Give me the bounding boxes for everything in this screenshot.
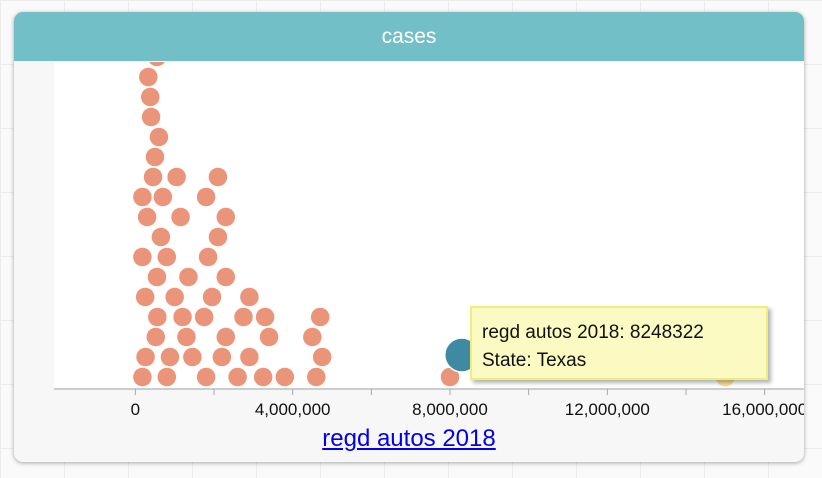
data-point[interactable] <box>202 287 222 307</box>
data-point[interactable] <box>132 367 153 387</box>
x-axis-label-link[interactable]: regd autos 2018 <box>322 425 496 452</box>
data-point[interactable] <box>253 367 273 387</box>
data-point[interactable] <box>182 347 203 367</box>
data-point[interactable] <box>216 327 236 347</box>
data-point[interactable] <box>306 367 327 387</box>
data-point[interactable] <box>172 307 193 327</box>
data-point[interactable] <box>227 367 248 387</box>
data-point[interactable] <box>160 347 180 367</box>
data-point[interactable] <box>194 307 214 327</box>
data-point[interactable] <box>178 267 199 287</box>
data-point[interactable] <box>302 327 323 347</box>
data-point[interactable] <box>147 62 166 67</box>
data-point[interactable] <box>239 287 260 307</box>
data-point[interactable] <box>208 227 228 247</box>
case-card: cases 0 4,000,000 8,000,000 12,000,000 16,00… <box>14 12 804 462</box>
data-point[interactable] <box>170 207 191 227</box>
data-point[interactable] <box>196 367 216 387</box>
data-point[interactable] <box>198 247 218 267</box>
data-point[interactable] <box>233 307 254 327</box>
x-tick-label: 12,000,000 <box>565 400 650 419</box>
data-point[interactable] <box>255 307 275 327</box>
data-tooltip: regd autos 2018: 8248322 State: Texas <box>470 306 768 380</box>
tooltip-value: regd autos 2018: 8248322 <box>482 322 704 343</box>
data-point[interactable] <box>166 167 187 187</box>
data-point[interactable] <box>216 267 236 287</box>
data-point[interactable] <box>146 327 166 347</box>
data-point[interactable] <box>135 287 155 307</box>
card-title: cases <box>14 12 804 61</box>
data-point[interactable] <box>141 107 161 127</box>
x-tick-label: 4,000,000 <box>255 400 331 419</box>
data-point[interactable] <box>259 327 279 347</box>
data-point[interactable] <box>149 127 169 147</box>
data-point[interactable] <box>164 287 185 307</box>
data-point[interactable] <box>275 367 295 387</box>
data-point[interactable] <box>143 167 163 187</box>
data-point[interactable] <box>157 367 177 387</box>
data-point[interactable] <box>310 307 330 327</box>
data-point[interactable] <box>132 247 153 267</box>
data-point[interactable] <box>135 347 156 367</box>
data-point[interactable] <box>137 207 157 227</box>
data-point[interactable] <box>157 247 177 267</box>
data-point[interactable] <box>239 347 260 367</box>
x-tick-label: 16,000,000 <box>722 400 804 419</box>
data-point[interactable] <box>212 347 232 367</box>
data-point[interactable] <box>216 207 236 227</box>
x-tick-label: 8,000,000 <box>412 400 488 419</box>
data-point[interactable] <box>151 227 171 247</box>
data-point[interactable] <box>147 267 167 287</box>
data-point[interactable] <box>176 327 197 347</box>
data-point[interactable] <box>132 187 153 207</box>
data-point[interactable] <box>145 147 165 167</box>
data-point[interactable] <box>153 187 173 207</box>
x-tick-label: 0 <box>131 400 140 419</box>
data-point[interactable] <box>196 187 216 207</box>
tooltip-state: State: Texas <box>482 350 587 371</box>
data-point[interactable] <box>140 87 161 107</box>
data-point[interactable] <box>138 67 159 87</box>
data-point[interactable] <box>208 167 228 187</box>
data-point[interactable] <box>147 307 168 327</box>
data-point[interactable] <box>312 347 332 367</box>
